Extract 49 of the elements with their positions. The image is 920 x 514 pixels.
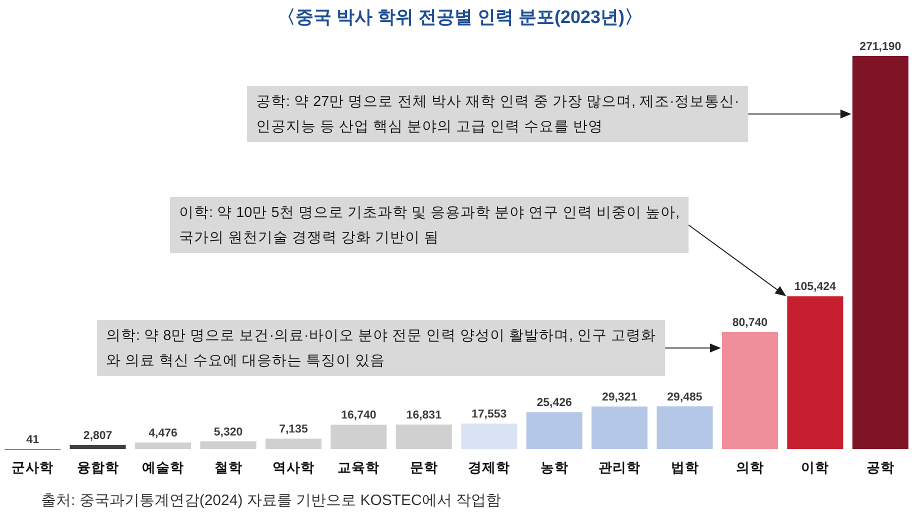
x-tick-label: 의학 [736,460,764,475]
x-tick-label: 철학 [214,460,242,475]
data-label: 4,476 [148,428,178,440]
data-label: 5,320 [214,426,243,438]
bar [265,438,322,449]
x-tick-label: 공학 [866,460,894,475]
bar [70,444,126,449]
data-label: 16,740 [341,410,376,422]
bar [526,412,582,449]
bar [200,441,256,449]
data-label: 29,321 [602,392,638,404]
data-label: 7,135 [279,424,308,436]
annotation: 의학: 약 8만 명으로 보건·의료·바이오 분야 전문 인력 양성이 활발하며, 인구 고령화와 의료 혁신 수요에 대응하는 특징이 있음 [97,320,666,376]
bar [135,442,192,449]
data-label: 25,426 [536,397,572,410]
data-label: 105,424 [794,281,837,294]
x-tick-label: 문학 [410,460,438,475]
x-tick-label: 이학 [801,460,830,475]
data-label: 17,553 [472,408,507,421]
bar [787,296,844,449]
bar [852,56,908,449]
x-tick-label: 교육학 [338,460,380,475]
data-label: 80,740 [732,316,768,329]
source-note: 출처: 중국과기통계연감(2024) 자료를 기반으로 KOSTEC에서 작업함 [41,492,502,509]
chart-title: 〈중국 박사 학위 전공별 인력 분포(2023년)〉 [277,7,643,27]
x-tick-label: 융합학 [76,460,119,475]
x-tick-label: 농학 [540,460,568,475]
bar [722,332,778,449]
data-label: 29,485 [667,391,703,404]
bar [330,424,387,449]
x-tick-label: 예술학 [142,460,184,475]
bar [656,406,713,449]
data-label: 41 [26,434,40,446]
annotation: 이학: 약 10만 5천 명으로 기초과학 및 응용과학 분야 연구 인력 비중이 높아, 국가의 원천기술 경쟁력 강화 기반이 됨 [170,197,689,253]
data-label: 16,831 [406,410,442,422]
x-tick-label: 경제학 [468,460,510,475]
annotation: 의학: 약 8만 명으로 보건·의료·바이오 분야 전문 인력 양성이 활발하며, 인구 고령화와 의료 혁신 수요에 대응하는 특징이 있음 [106,328,656,369]
data-label: 2,807 [83,430,112,442]
annotation: 이학: 약 10만 5천 명으로 기초과학 및 응용과학 분야 연구 인력 비중이 높아, 국가의 원천기술 경쟁력 강화 기반이 됨 [179,205,680,246]
data-label: 271,190 [860,41,902,53]
bar [461,424,518,449]
x-tick-label: 군사학 [12,460,54,475]
annotation: 공학: 약 27만 명으로 전체 박사 재학 인력 중 가장 많으며, 제조·정보통신·인공지능 등 산업 핵심 분야의 고급 인력 수요를 반영 [256,94,740,135]
x-tick-label: 관리학 [598,460,641,475]
x-tick-label: 법학 [670,460,699,475]
bar [396,424,452,449]
annotation: 공학: 약 27만 명으로 전체 박사 재학 인력 중 가장 많으며, 제조·정보통신·인공지능 등 산업 핵심 분야의 고급 인력 수요를 반영 [247,86,748,142]
x-tick-label: 역사학 [272,460,314,475]
bar [592,406,648,449]
